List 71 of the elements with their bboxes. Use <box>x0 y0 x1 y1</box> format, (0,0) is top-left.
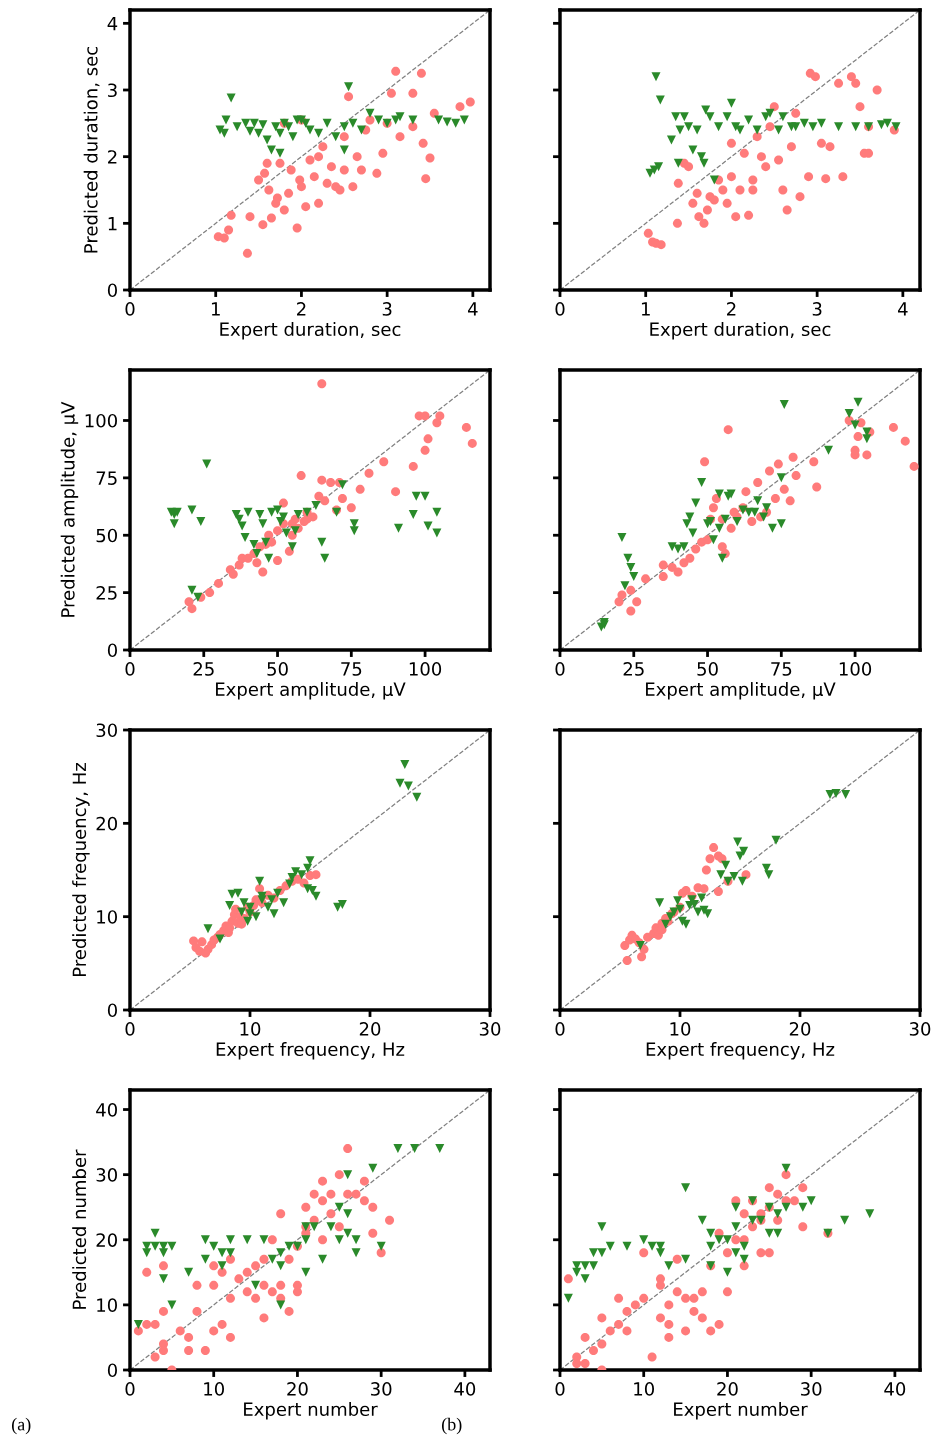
x-axis-title: Expert frequency, Hz <box>216 1042 405 1060</box>
y-tick-label: 20 <box>96 816 117 831</box>
x-tick-label: 4 <box>468 302 478 316</box>
x-tick-label: 25 <box>193 662 214 676</box>
x-tick-label: 0 <box>125 1022 135 1036</box>
x-axis-title: Expert amplitude, µV <box>216 682 406 700</box>
x-tick-label: 2 <box>297 302 306 316</box>
y-tick-label: 0 <box>107 1003 117 1018</box>
y-tick-label: 100 <box>85 413 117 428</box>
y-tick-label: 3 <box>108 83 117 98</box>
y-tick-label: 25 <box>96 586 117 600</box>
x-tick-label: 1 <box>211 302 220 316</box>
x-tick-label: 0 <box>125 302 135 316</box>
x-tick-label: 4 <box>898 302 908 316</box>
y-tick-label: 30 <box>96 723 117 738</box>
x-tick-label: 2 <box>727 302 736 316</box>
y-axis-title: Predicted amplitude, µV <box>60 401 79 617</box>
x-tick-label: 100 <box>839 662 872 676</box>
y-axis-title: Predicted number <box>72 1149 87 1309</box>
x-tick-label: 20 <box>789 1022 811 1036</box>
y-tick-label: 0 <box>107 643 117 658</box>
x-axis-title: Expert frequency, Hz <box>646 1042 835 1060</box>
x-tick-label: 20 <box>287 1382 308 1396</box>
x-axis-title: Expert duration, sec <box>220 322 401 340</box>
y-tick-label: 20 <box>96 1233 117 1247</box>
x-tick-label: 30 <box>371 1382 392 1396</box>
y-axis-title: Predicted frequency, Hz <box>72 762 90 977</box>
x-tick-label: 30 <box>801 1382 822 1396</box>
x-tick-label: 40 <box>454 1382 476 1396</box>
y-tick-label: 30 <box>96 1168 117 1182</box>
y-tick-label: 10 <box>97 1298 117 1312</box>
x-tick-label: 0 <box>555 662 565 676</box>
y-tick-label: 1 <box>108 217 117 231</box>
x-tick-label: 100 <box>409 662 442 676</box>
x-tick-label: 0 <box>555 302 565 316</box>
x-tick-label: 10 <box>634 1382 655 1396</box>
x-tick-label: 40 <box>884 1382 906 1396</box>
y-tick-label: 40 <box>96 1102 117 1117</box>
text: (b) <box>441 1417 462 1435</box>
x-tick-label: 50 <box>697 662 718 676</box>
x-axis-title: Expert number <box>674 1402 808 1420</box>
y-tick-label: 0 <box>107 1363 117 1378</box>
y-tick-label: 50 <box>96 528 117 543</box>
x-axis-title: Expert number <box>244 1402 378 1420</box>
x-tick-label: 75 <box>341 662 362 676</box>
y-tick-label: 2 <box>108 150 117 164</box>
x-tick-label: 1 <box>641 302 650 316</box>
x-tick-label: 10 <box>204 1382 225 1396</box>
x-tick-label: 50 <box>267 662 288 676</box>
x-tick-label: 0 <box>555 1022 565 1036</box>
x-tick-label: 0 <box>125 662 135 676</box>
x-tick-label: 10 <box>670 1022 691 1036</box>
x-axis-title: Expert duration, sec <box>650 322 831 340</box>
x-tick-label: 30 <box>909 1022 931 1036</box>
x-tick-label: 3 <box>382 302 392 316</box>
text: (a) <box>11 1417 31 1435</box>
x-tick-label: 0 <box>555 1382 565 1396</box>
x-tick-label: 20 <box>717 1382 738 1396</box>
y-tick-label: 10 <box>97 910 117 924</box>
x-tick-label: 3 <box>812 302 822 316</box>
x-tick-label: 30 <box>479 1022 501 1036</box>
y-tick-label: 4 <box>107 17 118 31</box>
x-tick-label: 75 <box>771 662 792 676</box>
x-axis-title: Expert amplitude, µV <box>646 682 836 700</box>
x-tick-label: 20 <box>359 1022 381 1036</box>
y-tick-label: 75 <box>96 471 117 485</box>
x-tick-label: 0 <box>125 1382 135 1396</box>
x-tick-label: 10 <box>240 1022 261 1036</box>
x-tick-label: 25 <box>623 662 644 676</box>
y-axis-title: Predicted duration, sec <box>83 46 100 253</box>
y-tick-label: 0 <box>107 283 117 298</box>
